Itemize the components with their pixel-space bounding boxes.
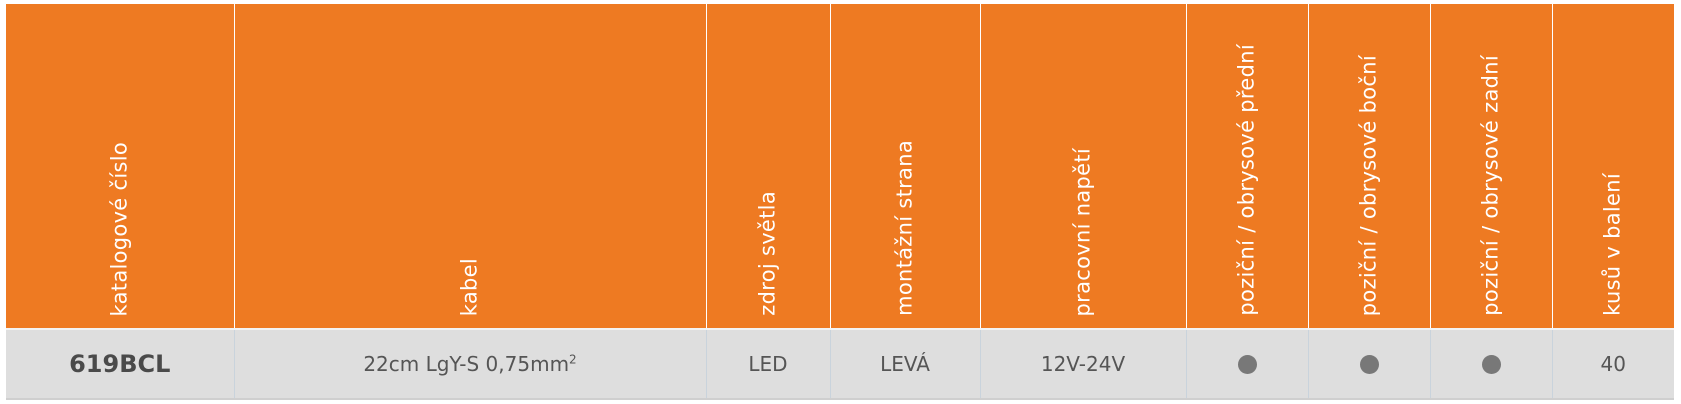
- header-cable: kabel: [233, 4, 707, 330]
- cell-catalog-number: 619BCL: [6, 329, 235, 400]
- bullet-dot-icon: [1237, 355, 1257, 374]
- header-label: poziční / obrysové přední: [1234, 44, 1259, 316]
- header-pieces-per-pack: kusů v balení: [1551, 4, 1674, 330]
- header-mounting-side: montážní strana: [829, 4, 981, 330]
- header-rear-position: poziční / obrysové zadní: [1429, 4, 1553, 330]
- cell-pieces-per-pack: 40: [1551, 329, 1674, 400]
- cell-cable: 22cm LgY-S 0,75mm2: [233, 329, 707, 400]
- header-label: pracovní napětí: [1070, 147, 1095, 316]
- header-light-source: zdroj světla: [705, 4, 831, 330]
- header-label: zdroj světla: [755, 191, 780, 316]
- cable-text: 22cm LgY-S 0,75mm: [363, 352, 570, 376]
- header-label: kabel: [457, 257, 482, 316]
- header-front-position: poziční / obrysové přední: [1185, 4, 1309, 330]
- header-label: montážní strana: [892, 140, 917, 316]
- product-spec-table: katalogové číslo kabel zdroj světla mont…: [6, 4, 1674, 400]
- bullet-dot-icon: [1481, 355, 1501, 374]
- header-row: katalogové číslo kabel zdroj světla mont…: [6, 4, 1674, 330]
- table-row: 619BCL 22cm LgY-S 0,75mm2 LED LEVÁ 12V-2…: [6, 329, 1674, 400]
- header-label: poziční / obrysové boční: [1356, 54, 1381, 316]
- cell-mounting-side: LEVÁ: [829, 329, 981, 400]
- header-label: katalogové číslo: [107, 141, 132, 316]
- header-voltage: pracovní napětí: [979, 4, 1187, 330]
- cell-side-position: [1307, 329, 1431, 400]
- cable-superscript: 2: [569, 352, 577, 367]
- bullet-dot-icon: [1359, 355, 1379, 374]
- header-label: kusů v balení: [1600, 173, 1625, 316]
- cell-voltage: 12V-24V: [979, 329, 1187, 400]
- header-catalog-number: katalogové číslo: [6, 4, 235, 330]
- cell-light-source: LED: [705, 329, 831, 400]
- cell-front-position: [1185, 329, 1309, 400]
- header-side-position: poziční / obrysové boční: [1307, 4, 1431, 330]
- header-label: poziční / obrysové zadní: [1478, 55, 1503, 316]
- cell-rear-position: [1429, 329, 1553, 400]
